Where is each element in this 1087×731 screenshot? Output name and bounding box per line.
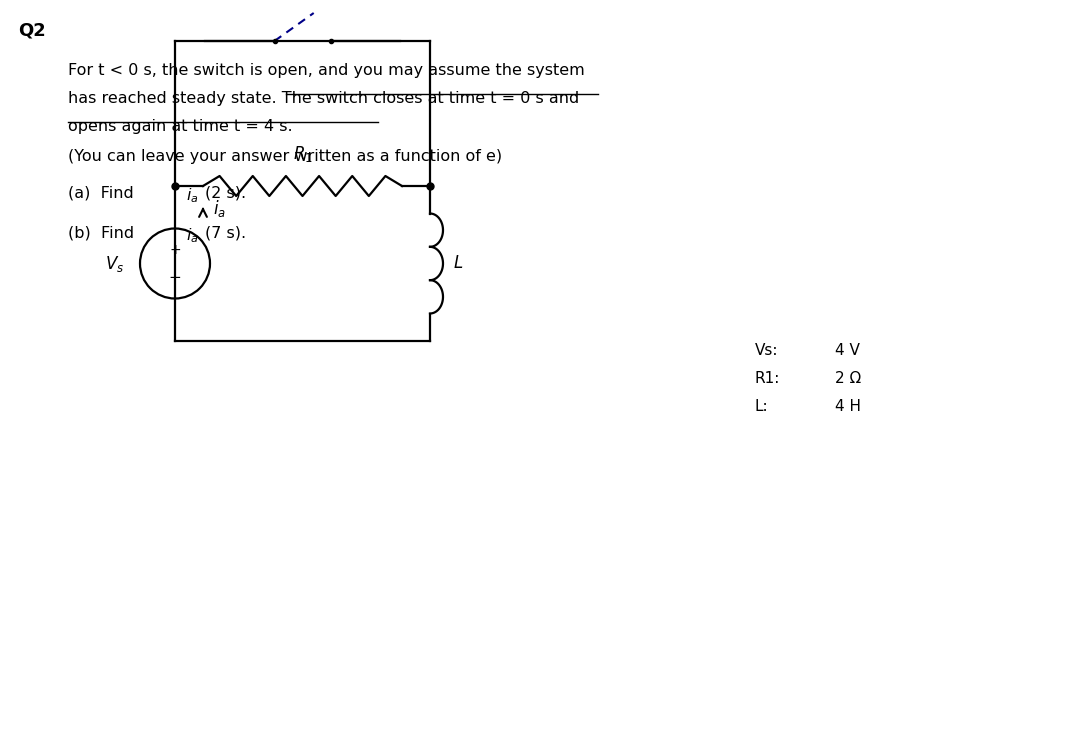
Text: R1:: R1:	[755, 371, 780, 386]
Text: $i_a$: $i_a$	[186, 226, 199, 245]
Text: has reached steady state. The switch closes at time t = 0 s and: has reached steady state. The switch clo…	[68, 91, 579, 106]
Text: (b)  Find: (b) Find	[68, 226, 139, 241]
Text: $i_a$: $i_a$	[186, 186, 199, 205]
Text: (a)  Find: (a) Find	[68, 186, 139, 201]
Text: $L$: $L$	[453, 254, 463, 273]
Text: L:: L:	[755, 399, 769, 414]
Text: (You can leave your answer written as a function of e): (You can leave your answer written as a …	[68, 149, 502, 164]
Text: opens again at time t = 4 s.: opens again at time t = 4 s.	[68, 119, 292, 134]
Text: 4 V: 4 V	[835, 343, 860, 358]
Text: For t < 0 s, the switch is open, and you may assume the system: For t < 0 s, the switch is open, and you…	[68, 63, 585, 78]
Text: 4 H: 4 H	[835, 399, 861, 414]
Text: $V_s$: $V_s$	[105, 254, 125, 273]
Text: Vs:: Vs:	[755, 343, 778, 358]
Text: Q2: Q2	[18, 21, 46, 39]
Text: 2 Ω: 2 Ω	[835, 371, 861, 386]
Text: (7 s).: (7 s).	[205, 226, 246, 241]
Text: $i_a$: $i_a$	[213, 198, 226, 219]
Text: −: −	[168, 270, 182, 285]
Text: +: +	[170, 243, 180, 257]
Text: $R_1$: $R_1$	[292, 144, 312, 164]
Text: (2 s).: (2 s).	[205, 186, 246, 201]
